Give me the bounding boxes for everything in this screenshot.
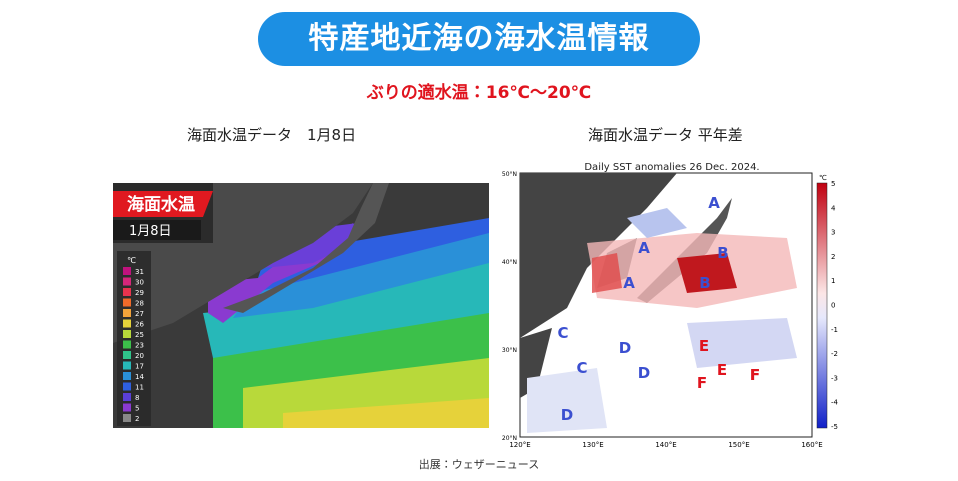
colorbar-unit: ℃ — [819, 174, 827, 182]
legend-swatch — [123, 372, 131, 380]
left-caption: 海面水温データ 1月8日 — [187, 126, 357, 144]
lat-label: 50°N — [502, 171, 517, 178]
region-label: E — [699, 337, 709, 355]
region-label: B — [699, 274, 710, 292]
region-label: D — [561, 406, 573, 424]
region-label: D — [638, 364, 650, 382]
legend-swatch — [123, 298, 131, 307]
lon-label: 130°E — [582, 441, 603, 448]
legend-label: 23 — [135, 342, 144, 350]
legend-swatch — [123, 288, 131, 296]
anomaly-map: Daily SST anomalies 26 Dec. 2024. ℃ 5 4 3 2… — [502, 162, 839, 448]
colorbar-label: 3 — [831, 229, 835, 237]
legend-swatch — [123, 351, 131, 359]
legend-label: 30 — [135, 279, 144, 287]
region-label: A — [708, 194, 720, 212]
colorbar-label: -4 — [831, 399, 839, 407]
region-label: F — [750, 366, 760, 384]
legend-label: 29 — [135, 289, 144, 297]
legend-swatch — [123, 414, 131, 422]
legend-label: 28 — [135, 300, 144, 308]
region-label: C — [557, 324, 568, 342]
legend-label: 11 — [135, 384, 144, 392]
legend-swatch — [123, 309, 131, 317]
colorbar-label: 5 — [831, 180, 835, 188]
legend-label: 17 — [135, 363, 144, 371]
lat-label: 20°N — [502, 435, 517, 442]
legend-label: 2 — [135, 415, 139, 423]
legend-swatch — [123, 340, 131, 349]
subtitle: ぶりの適水温：16℃～20℃ — [366, 83, 592, 103]
colorbar-label: -3 — [831, 374, 838, 382]
region-label: C — [576, 359, 587, 377]
region-label: D — [619, 339, 631, 357]
map-title: Daily SST anomalies 26 Dec. 2024. — [584, 162, 759, 173]
legend-label: 25 — [135, 331, 144, 339]
right-caption: 海面水温データ 平年差 — [588, 126, 743, 144]
colorbar-label: -1 — [831, 326, 838, 334]
region-label: A — [623, 274, 635, 292]
colorbar-label: -5 — [831, 423, 838, 431]
legend-label: 5 — [135, 405, 139, 413]
region-label: E — [717, 361, 727, 379]
legend-swatch — [123, 382, 131, 391]
legend-swatch — [123, 403, 131, 412]
region-label: A — [638, 239, 650, 257]
legend-label: 8 — [135, 394, 139, 402]
sst-map: 海面水温 1月8日 ℃ 31 30 29 28 27 26 25 23 20 17 14 11 8 5 2 — [113, 183, 489, 428]
legend-swatch — [123, 267, 131, 275]
badge: 海面水温 — [127, 194, 195, 215]
lon-label: 160°E — [801, 441, 822, 448]
region-label: F — [750, 366, 760, 384]
colorbar-label: 4 — [831, 204, 836, 212]
region-label: B — [717, 244, 728, 262]
date: 1月8日 — [129, 224, 172, 239]
legend-label: 26 — [135, 321, 144, 329]
legend-label: 14 — [135, 373, 144, 381]
legend-swatch — [123, 393, 131, 401]
lat-label: 40°N — [502, 259, 517, 266]
legend-swatch — [123, 319, 131, 328]
source: 出展：ウェザーニュース — [418, 458, 540, 471]
colorbar-label: 2 — [831, 253, 835, 261]
legend-swatch — [123, 330, 131, 338]
lon-label: 150°E — [728, 441, 749, 448]
legend-swatch — [123, 361, 131, 370]
legend-label: 20 — [135, 352, 144, 360]
title: 特産地近海の海水温情報 — [258, 12, 700, 66]
lon-label: 120°E — [509, 441, 530, 448]
lat-label: 30°N — [502, 347, 517, 354]
legend-unit: ℃ — [127, 256, 136, 265]
lon-label: 140°E — [655, 441, 676, 448]
colorbar-label: -2 — [831, 350, 838, 358]
colorbar-label: 0 — [831, 302, 835, 310]
legend-label: 31 — [135, 268, 144, 276]
region-label: F — [697, 374, 707, 392]
legend-label: 27 — [135, 310, 144, 318]
legend-swatch — [123, 277, 131, 286]
colorbar-label: 1 — [831, 277, 835, 285]
